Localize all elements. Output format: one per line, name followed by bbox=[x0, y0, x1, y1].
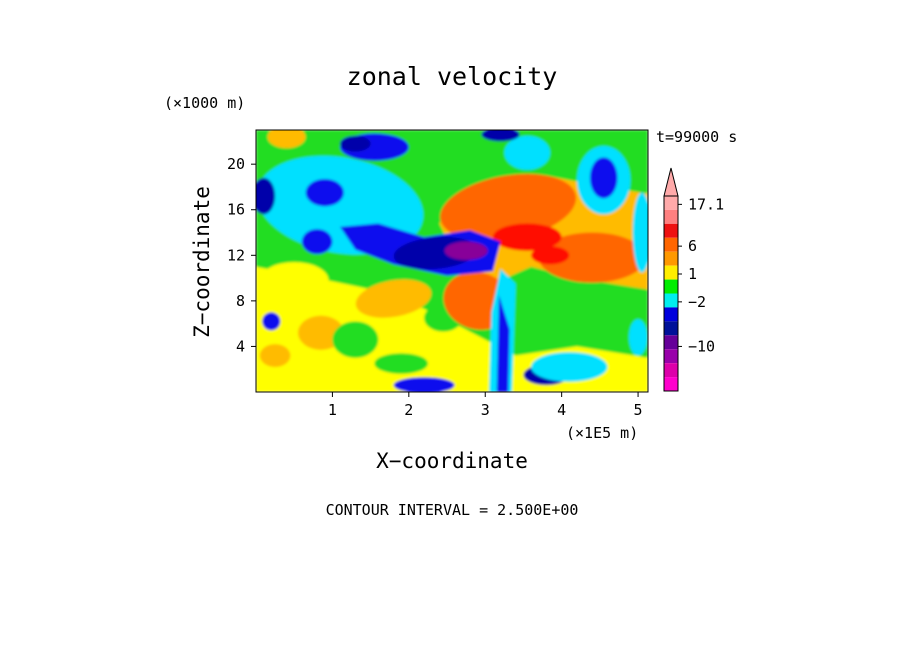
colorbar-band bbox=[664, 363, 678, 378]
colorbar-band bbox=[664, 279, 678, 294]
time-label: t=99000 s bbox=[656, 128, 737, 146]
contour-region bbox=[259, 262, 329, 299]
contour-region bbox=[444, 241, 488, 260]
colorbar-band bbox=[664, 237, 678, 252]
colorbar-frame bbox=[663, 195, 679, 392]
colorbar-band bbox=[664, 349, 678, 364]
contour-interval-note: CONTOUR INTERVAL = 2.500E+00 bbox=[326, 501, 579, 519]
colorbar-label: 6 bbox=[688, 237, 697, 255]
contour-region bbox=[393, 377, 455, 392]
contour-region bbox=[492, 223, 562, 251]
y-axis-ticks: 4 8 12 16 20 bbox=[227, 155, 256, 355]
chart-title: zonal velocity bbox=[347, 62, 558, 91]
colorbar-band bbox=[664, 265, 678, 280]
colorbar: 17.1 6 1 −2 −10 bbox=[663, 167, 724, 392]
x-axis-ticks: 1 2 3 4 5 bbox=[328, 392, 643, 419]
contour-region bbox=[538, 232, 646, 283]
contour-region bbox=[305, 178, 344, 207]
contour-region bbox=[589, 157, 618, 199]
y-tick-label: 20 bbox=[227, 155, 245, 173]
contour-region bbox=[298, 315, 344, 350]
colorbar-label: −2 bbox=[688, 293, 706, 311]
x-tick-label: 2 bbox=[404, 401, 413, 419]
contour-region bbox=[374, 353, 428, 374]
y-axis-label: Z−coordinate bbox=[190, 186, 214, 338]
x-tick-label: 3 bbox=[481, 401, 490, 419]
colorbar-band bbox=[664, 251, 678, 266]
colorbar-band bbox=[664, 335, 678, 350]
plot-frame bbox=[255, 129, 649, 393]
x-tick-label: 5 bbox=[634, 401, 643, 419]
colorbar-label: 1 bbox=[688, 265, 697, 283]
contour-region bbox=[632, 192, 648, 273]
contour-region bbox=[531, 352, 608, 382]
contour-region bbox=[262, 312, 281, 331]
contour-region bbox=[440, 173, 577, 242]
contour-region bbox=[504, 135, 551, 170]
x-tick-label: 4 bbox=[557, 401, 566, 419]
x-axis-unit: (×1E5 m) bbox=[566, 424, 638, 442]
contour-region bbox=[267, 130, 306, 149]
colorbar-label: 17.1 bbox=[688, 195, 724, 213]
contour-region bbox=[259, 344, 291, 367]
contour-region bbox=[531, 246, 570, 265]
y-tick-label: 12 bbox=[227, 246, 245, 264]
contour-region bbox=[301, 229, 333, 255]
contour-region bbox=[628, 319, 648, 356]
y-tick-label: 16 bbox=[227, 201, 245, 219]
contour-region bbox=[481, 130, 520, 142]
y-axis-unit: (×1000 m) bbox=[164, 94, 245, 112]
contour-layers bbox=[256, 130, 648, 392]
x-axis-label: X−coordinate bbox=[376, 449, 528, 473]
contour-field bbox=[256, 130, 648, 392]
x-tick-label: 1 bbox=[328, 401, 337, 419]
colorbar-band bbox=[664, 223, 678, 238]
colorbar-band bbox=[664, 293, 678, 308]
y-tick-label: 4 bbox=[236, 337, 245, 355]
contour-region bbox=[496, 295, 510, 392]
colorbar-max-cap bbox=[663, 167, 679, 197]
contour-region bbox=[256, 177, 276, 215]
colorbar-band bbox=[664, 321, 678, 336]
colorbar-label: −10 bbox=[688, 337, 715, 355]
contour-region bbox=[355, 279, 432, 318]
colorbar-band bbox=[664, 196, 678, 210]
colorbar-band bbox=[664, 307, 678, 322]
colorbar-band bbox=[664, 377, 678, 391]
y-tick-label: 8 bbox=[236, 292, 245, 310]
colorbar-band bbox=[664, 209, 678, 224]
contour-region bbox=[340, 135, 371, 152]
contour-region bbox=[332, 321, 379, 358]
